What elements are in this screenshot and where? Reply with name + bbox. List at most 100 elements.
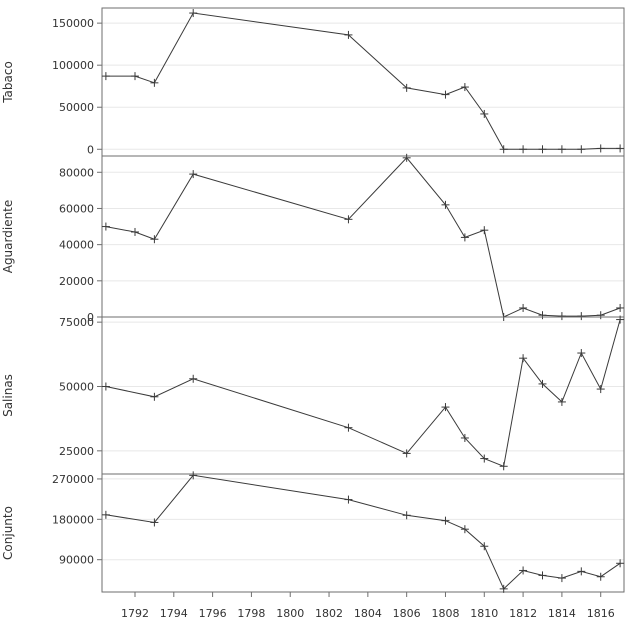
data-point [577, 145, 586, 154]
data-point [480, 109, 489, 118]
data-point [577, 349, 586, 358]
data-point [344, 495, 353, 504]
data-point [344, 30, 353, 39]
data-point [441, 403, 450, 412]
data-point [557, 312, 566, 321]
series-line-salinas [105, 319, 621, 467]
data-point [150, 78, 159, 87]
data-point [189, 471, 198, 480]
x-tick-label: 1796 [199, 607, 227, 620]
data-point [150, 235, 159, 244]
y-axis-label: Salinas [1, 374, 15, 417]
data-point [460, 233, 469, 242]
y-tick-label: 150000 [52, 17, 94, 30]
data-point [101, 382, 110, 391]
data-point [596, 572, 605, 581]
x-tick-label: 1816 [587, 607, 615, 620]
y-tick-label: 25000 [59, 445, 94, 458]
y-tick-label: 50000 [59, 380, 94, 393]
y-tick-label: 180000 [52, 513, 94, 526]
data-point [616, 144, 625, 153]
y-tick-label: 90000 [59, 554, 94, 567]
data-point [101, 222, 110, 231]
panel-conjunto: 90000 180000 270000 Conjunto 1792 1794 1796 179… [1, 471, 625, 620]
data-point [460, 433, 469, 442]
data-point [596, 144, 605, 153]
x-tick-label: 1810 [470, 607, 498, 620]
panel-aguardiente: 0 20000 40000 60000 80000 Aguardiente [1, 153, 625, 324]
data-point [441, 90, 450, 99]
x-tick-label: 1806 [393, 607, 421, 620]
y-tick-label: 0 [87, 311, 94, 324]
data-point [519, 566, 528, 575]
data-point [596, 385, 605, 394]
y-axis-label: Tabaco [1, 61, 15, 104]
y-axis-label: Conjunto [1, 506, 15, 560]
data-point [557, 397, 566, 406]
data-point [538, 145, 547, 154]
data-point [616, 315, 625, 324]
data-point [519, 145, 528, 154]
y-tick-label: 100000 [52, 59, 94, 72]
data-point [402, 449, 411, 458]
data-point [460, 83, 469, 92]
data-point [402, 153, 411, 162]
data-point [538, 311, 547, 320]
y-tick-label: 0 [87, 143, 94, 156]
data-point [402, 511, 411, 520]
data-point [596, 311, 605, 320]
data-point [480, 454, 489, 463]
data-point [130, 72, 139, 81]
data-point [577, 312, 586, 321]
data-point [441, 200, 450, 209]
x-tick-label: 1802 [315, 607, 343, 620]
data-point [189, 374, 198, 383]
data-point [101, 72, 110, 81]
panel-frame-1 [101, 155, 625, 318]
y-tick-label: 80000 [59, 166, 94, 179]
x-tick-label: 1812 [509, 607, 537, 620]
panel-salinas: 25000 50000 75000 Salinas [1, 315, 625, 475]
data-point [499, 462, 508, 471]
data-point [344, 423, 353, 432]
x-tick-label: 1792 [121, 607, 149, 620]
data-point [150, 518, 159, 527]
data-point [101, 510, 110, 519]
x-tick-label: 1798 [237, 607, 265, 620]
y-tick-label: 75000 [59, 316, 94, 329]
series-line-tabaco [105, 12, 621, 150]
panel-frame-0 [101, 7, 625, 157]
data-point [189, 170, 198, 179]
data-point [519, 354, 528, 363]
data-point [189, 9, 198, 18]
data-point [480, 542, 489, 551]
data-point [499, 145, 508, 154]
data-point [519, 303, 528, 312]
y-tick-label: 40000 [59, 239, 94, 252]
y-tick-label: 60000 [59, 202, 94, 215]
data-point [538, 379, 547, 388]
data-point [557, 145, 566, 154]
data-point [130, 227, 139, 236]
y-tick-label: 270000 [52, 473, 94, 486]
data-point [616, 303, 625, 312]
x-tick-label: 1814 [548, 607, 576, 620]
x-tick-label: 1808 [431, 607, 459, 620]
data-point [538, 571, 547, 580]
data-point [460, 525, 469, 534]
data-point [499, 584, 508, 593]
data-point [557, 574, 566, 583]
series-line-aguardiente [105, 157, 621, 318]
data-point [616, 559, 625, 568]
y-tick-label: 50000 [59, 101, 94, 114]
data-point [577, 567, 586, 576]
y-tick-label: 20000 [59, 275, 94, 288]
data-point [344, 215, 353, 224]
data-point [402, 83, 411, 92]
panel-tabaco: 0 50000 100000 150000 Tabaco [1, 7, 625, 157]
y-axis-label: Aguardiente [1, 200, 15, 274]
x-tick-label: 1800 [276, 607, 304, 620]
data-point [150, 392, 159, 401]
x-tick-label: 1804 [354, 607, 382, 620]
